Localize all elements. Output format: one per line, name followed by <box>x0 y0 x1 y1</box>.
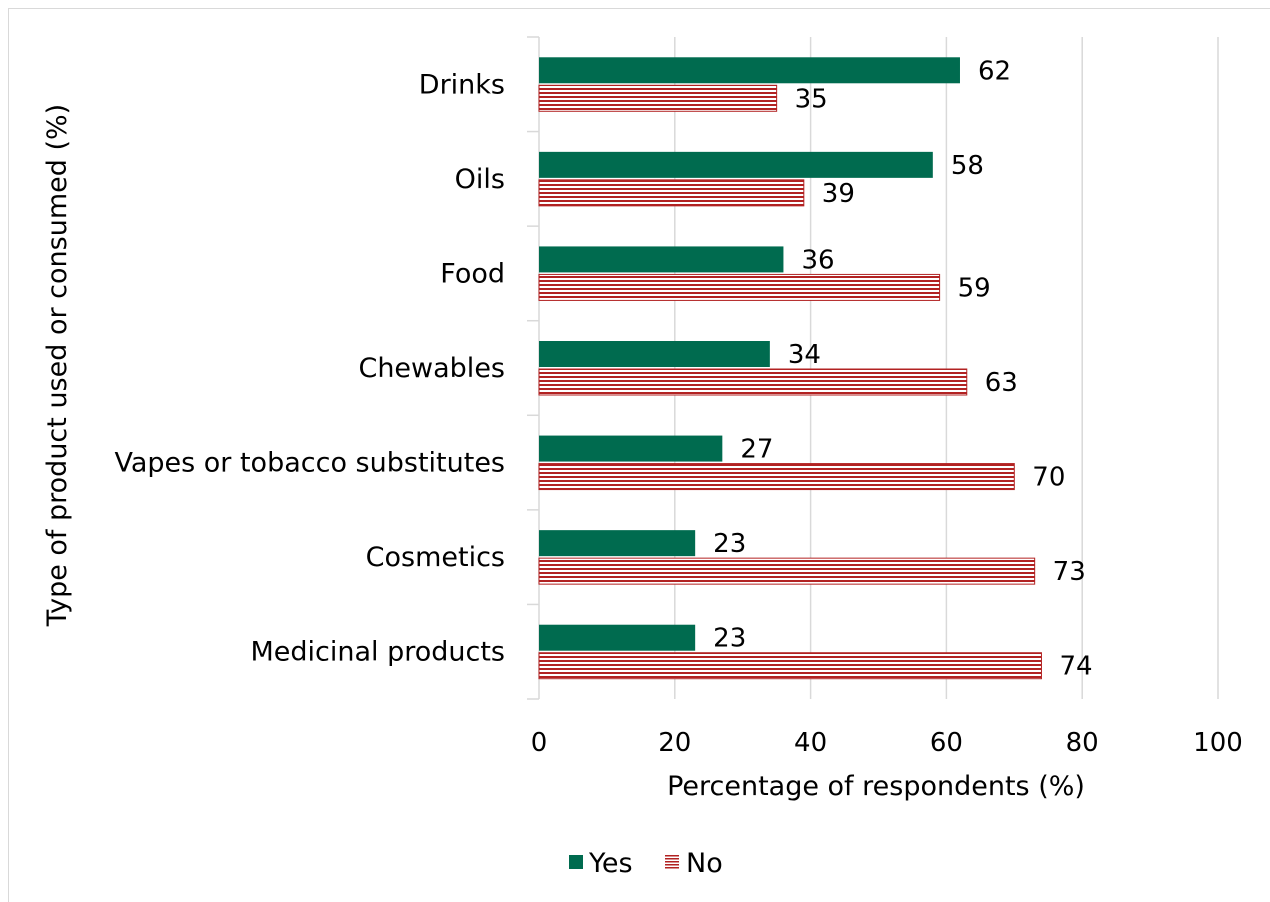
data-label-yes: 58 <box>951 151 984 181</box>
data-label-yes: 27 <box>740 435 773 465</box>
data-label-yes: 62 <box>978 56 1011 86</box>
x-tick-label: 40 <box>794 728 827 758</box>
bar-no <box>538 368 968 396</box>
bar-no <box>538 179 805 207</box>
y-axis <box>527 36 540 700</box>
bar-yes <box>539 151 933 178</box>
category-label: Cosmetics <box>366 542 505 573</box>
data-label-no: 63 <box>985 368 1018 398</box>
category-label: Vapes or tobacco substitutes <box>114 448 505 479</box>
x-tick-label: 0 <box>531 728 548 758</box>
data-label-no: 73 <box>1053 557 1086 587</box>
bar-no <box>538 273 941 301</box>
chart-frame <box>8 8 1270 902</box>
category-label: Drinks <box>419 69 505 100</box>
data-label-no: 39 <box>822 179 855 209</box>
legend: Yes No <box>569 848 723 879</box>
x-tick-labels: 0 20 40 60 80 100 <box>531 728 1243 758</box>
bar-no <box>538 652 1042 680</box>
x-tick-label: 60 <box>930 728 963 758</box>
x-tick-label: 80 <box>1066 728 1099 758</box>
bar-yes <box>539 57 960 84</box>
data-label-yes: 23 <box>713 529 746 559</box>
category-label: Medicinal products <box>250 637 505 668</box>
data-label-yes: 23 <box>713 624 746 654</box>
data-label-no: 59 <box>958 273 991 303</box>
x-tick-label: 100 <box>1193 728 1243 758</box>
data-label-yes: 36 <box>801 245 834 275</box>
x-axis-title: Percentage of respondents (%) <box>667 771 1085 802</box>
bar-yes <box>539 624 696 651</box>
legend-swatch-yes <box>569 855 583 869</box>
data-label-no: 35 <box>795 84 828 114</box>
data-labels: 62 35 58 39 36 59 34 63 27 70 23 73 23 74 <box>713 56 1092 681</box>
bar-yes <box>539 246 784 273</box>
bar-no <box>538 463 1015 491</box>
category-label: Chewables <box>358 353 505 384</box>
category-label: Food <box>440 258 505 289</box>
legend-label-yes: Yes <box>588 848 633 879</box>
bar-no <box>538 84 778 112</box>
data-label-yes: 34 <box>788 340 821 370</box>
bar-no <box>538 557 1036 585</box>
y-axis-title: Type of product used or consumed (%) <box>42 104 73 627</box>
legend-label-no: No <box>686 848 723 879</box>
bar-yes <box>539 530 696 557</box>
bar-yes <box>539 435 723 462</box>
category-label: Oils <box>455 164 505 195</box>
bar-yes <box>539 341 770 367</box>
data-label-no: 74 <box>1059 652 1092 682</box>
legend-swatch-no <box>665 855 679 869</box>
data-label-no: 70 <box>1032 463 1065 493</box>
x-tick-label: 20 <box>658 728 691 758</box>
gridlines <box>674 37 1219 699</box>
bars <box>538 57 1042 680</box>
category-labels: Drinks Oils Food Chewables Vapes or tobacco … <box>114 69 505 667</box>
